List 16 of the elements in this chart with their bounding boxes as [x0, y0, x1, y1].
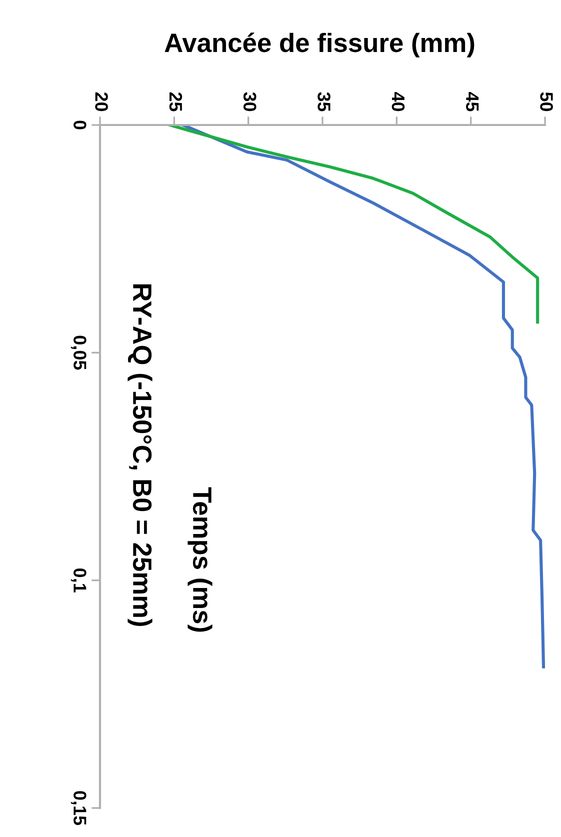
y-axis-title: Temps (ms)	[188, 487, 212, 632]
y-tick-label: 0	[74, 120, 86, 130]
x-tick-label: 40	[392, 92, 405, 112]
x-axis-title: Avancée de fissure (mm)	[164, 32, 474, 58]
text: RY-AQ (-150°C, B0 = 25mm)	[128, 284, 152, 626]
y-tick-label: 0,15	[70, 791, 86, 826]
line-series	[168, 125, 540, 324]
line-series	[182, 125, 545, 668]
x-tick-label: 30	[243, 92, 256, 112]
x-tick-label: 35	[318, 92, 330, 112]
x-tick-label: 25	[169, 92, 182, 112]
y-tick-label: 0,1	[70, 568, 86, 592]
x-tick-label: 20	[95, 92, 108, 112]
x-tick-label: 45	[466, 92, 479, 112]
y-tick-label: 0,05	[70, 336, 86, 370]
x-tick-label: 50	[540, 92, 553, 112]
